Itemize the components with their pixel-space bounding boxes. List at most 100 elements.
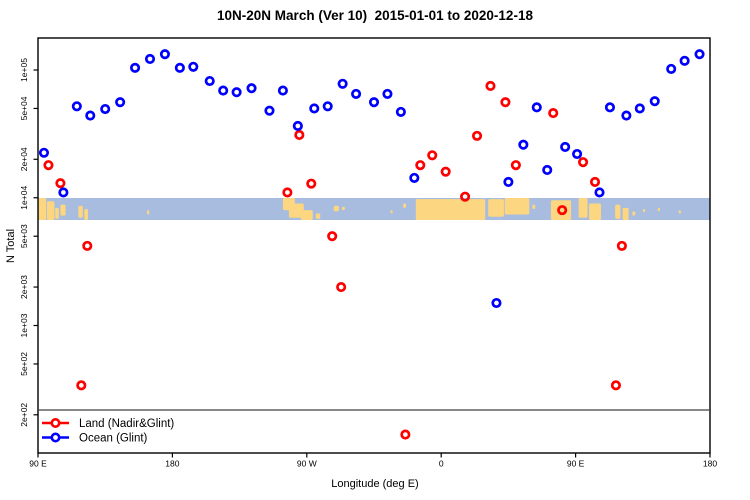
data-point [382, 88, 393, 99]
legend-ocean-label: Ocean (Glint) [79, 433, 148, 445]
legend-ocean-marker-icon [50, 432, 61, 443]
map-land-patch [300, 210, 313, 220]
y-tick-label: 2e+04 [19, 147, 29, 171]
data-point [589, 176, 601, 187]
data-points [38, 49, 705, 440]
y-tick-label: 1e+03 [19, 313, 29, 337]
map-land-patch [147, 210, 150, 215]
y-tick-label: 5e+02 [19, 352, 29, 376]
data-point [130, 62, 141, 73]
map-band [38, 198, 710, 220]
data-point [306, 178, 317, 189]
data-point [76, 380, 87, 391]
data-point [560, 141, 571, 152]
data-point [231, 87, 242, 98]
legend-land-label: Land (Nadir&Glint) [79, 418, 174, 430]
data-point [491, 297, 502, 309]
data-point [71, 101, 82, 112]
data-point [621, 110, 632, 121]
data-point [557, 205, 568, 216]
data-point [578, 157, 589, 168]
data-point [510, 160, 521, 171]
data-point [649, 96, 660, 107]
map-land-patch [78, 205, 83, 218]
data-point [55, 178, 66, 189]
map-land-patch [38, 198, 47, 220]
x-tick-label: 180 [703, 459, 717, 469]
data-point [322, 101, 333, 112]
map-land-patch [550, 200, 572, 220]
data-point [336, 281, 347, 293]
data-point [616, 240, 627, 251]
map-land-patch [632, 211, 636, 216]
y-tick-label: 1e+04 [19, 186, 29, 210]
data-point [634, 103, 645, 114]
data-point [115, 97, 126, 108]
data-point [500, 97, 511, 108]
data-point [43, 160, 54, 171]
map-land-patch [488, 199, 504, 217]
data-point [282, 187, 293, 198]
map-ocean [38, 198, 710, 220]
map-land-patch [589, 203, 601, 220]
plot-border [37, 37, 711, 454]
data-point [518, 139, 529, 150]
data-point [294, 129, 305, 141]
data-point [144, 53, 156, 65]
map-land-patch [46, 201, 55, 220]
data-point [327, 231, 338, 242]
map-land-patch [55, 207, 59, 219]
x-tick-label: 180 [165, 459, 179, 469]
y-tick-label: 1e+05 [19, 58, 29, 82]
legend-land-marker-icon [50, 417, 61, 428]
data-point [503, 176, 514, 187]
map-land-patch [615, 204, 621, 219]
data-point [159, 49, 170, 60]
data-point [100, 103, 111, 115]
data-point [548, 108, 559, 119]
map-land-patch [60, 204, 66, 216]
map-land-patch [315, 213, 321, 219]
x-tick-label: 90 E [29, 459, 47, 469]
data-point [292, 120, 303, 131]
data-point [85, 110, 96, 121]
data-point [427, 150, 438, 161]
data-point [174, 62, 185, 73]
map-land-patch [403, 203, 407, 208]
data-point [188, 61, 199, 72]
map-land-patch [84, 209, 89, 220]
map-land-patch [415, 199, 486, 220]
map-land-patch [532, 204, 536, 209]
data-point [542, 164, 553, 176]
data-point [277, 85, 288, 96]
data-point [471, 130, 483, 141]
data-point [368, 97, 380, 108]
data-point [204, 75, 215, 87]
data-point [246, 83, 257, 94]
data-point [58, 187, 69, 198]
map-land-patch [578, 198, 588, 218]
y-tick-label: 5e+04 [19, 96, 29, 120]
data-point [395, 106, 406, 117]
data-point [485, 80, 496, 92]
map-land-patch [288, 203, 304, 218]
x-tick-label: 90 W [297, 459, 317, 469]
data-point [409, 172, 420, 183]
map-land-patch [622, 207, 629, 220]
data-point [531, 102, 542, 113]
data-point [415, 160, 426, 171]
data-point [604, 102, 615, 113]
map-land-patch [504, 198, 530, 215]
map-land-patch [333, 205, 339, 212]
chart-title: 10N-20N March (Ver 10) 2015-01-01 to 202… [217, 8, 533, 23]
data-point [218, 85, 229, 96]
data-point [440, 166, 451, 177]
x-axis-title: Longitude (deg E) [331, 478, 419, 490]
data-point [594, 187, 605, 198]
map-land-patch [657, 207, 660, 212]
map-land-patch [678, 210, 681, 214]
data-point [337, 78, 348, 89]
data-point [38, 147, 50, 158]
